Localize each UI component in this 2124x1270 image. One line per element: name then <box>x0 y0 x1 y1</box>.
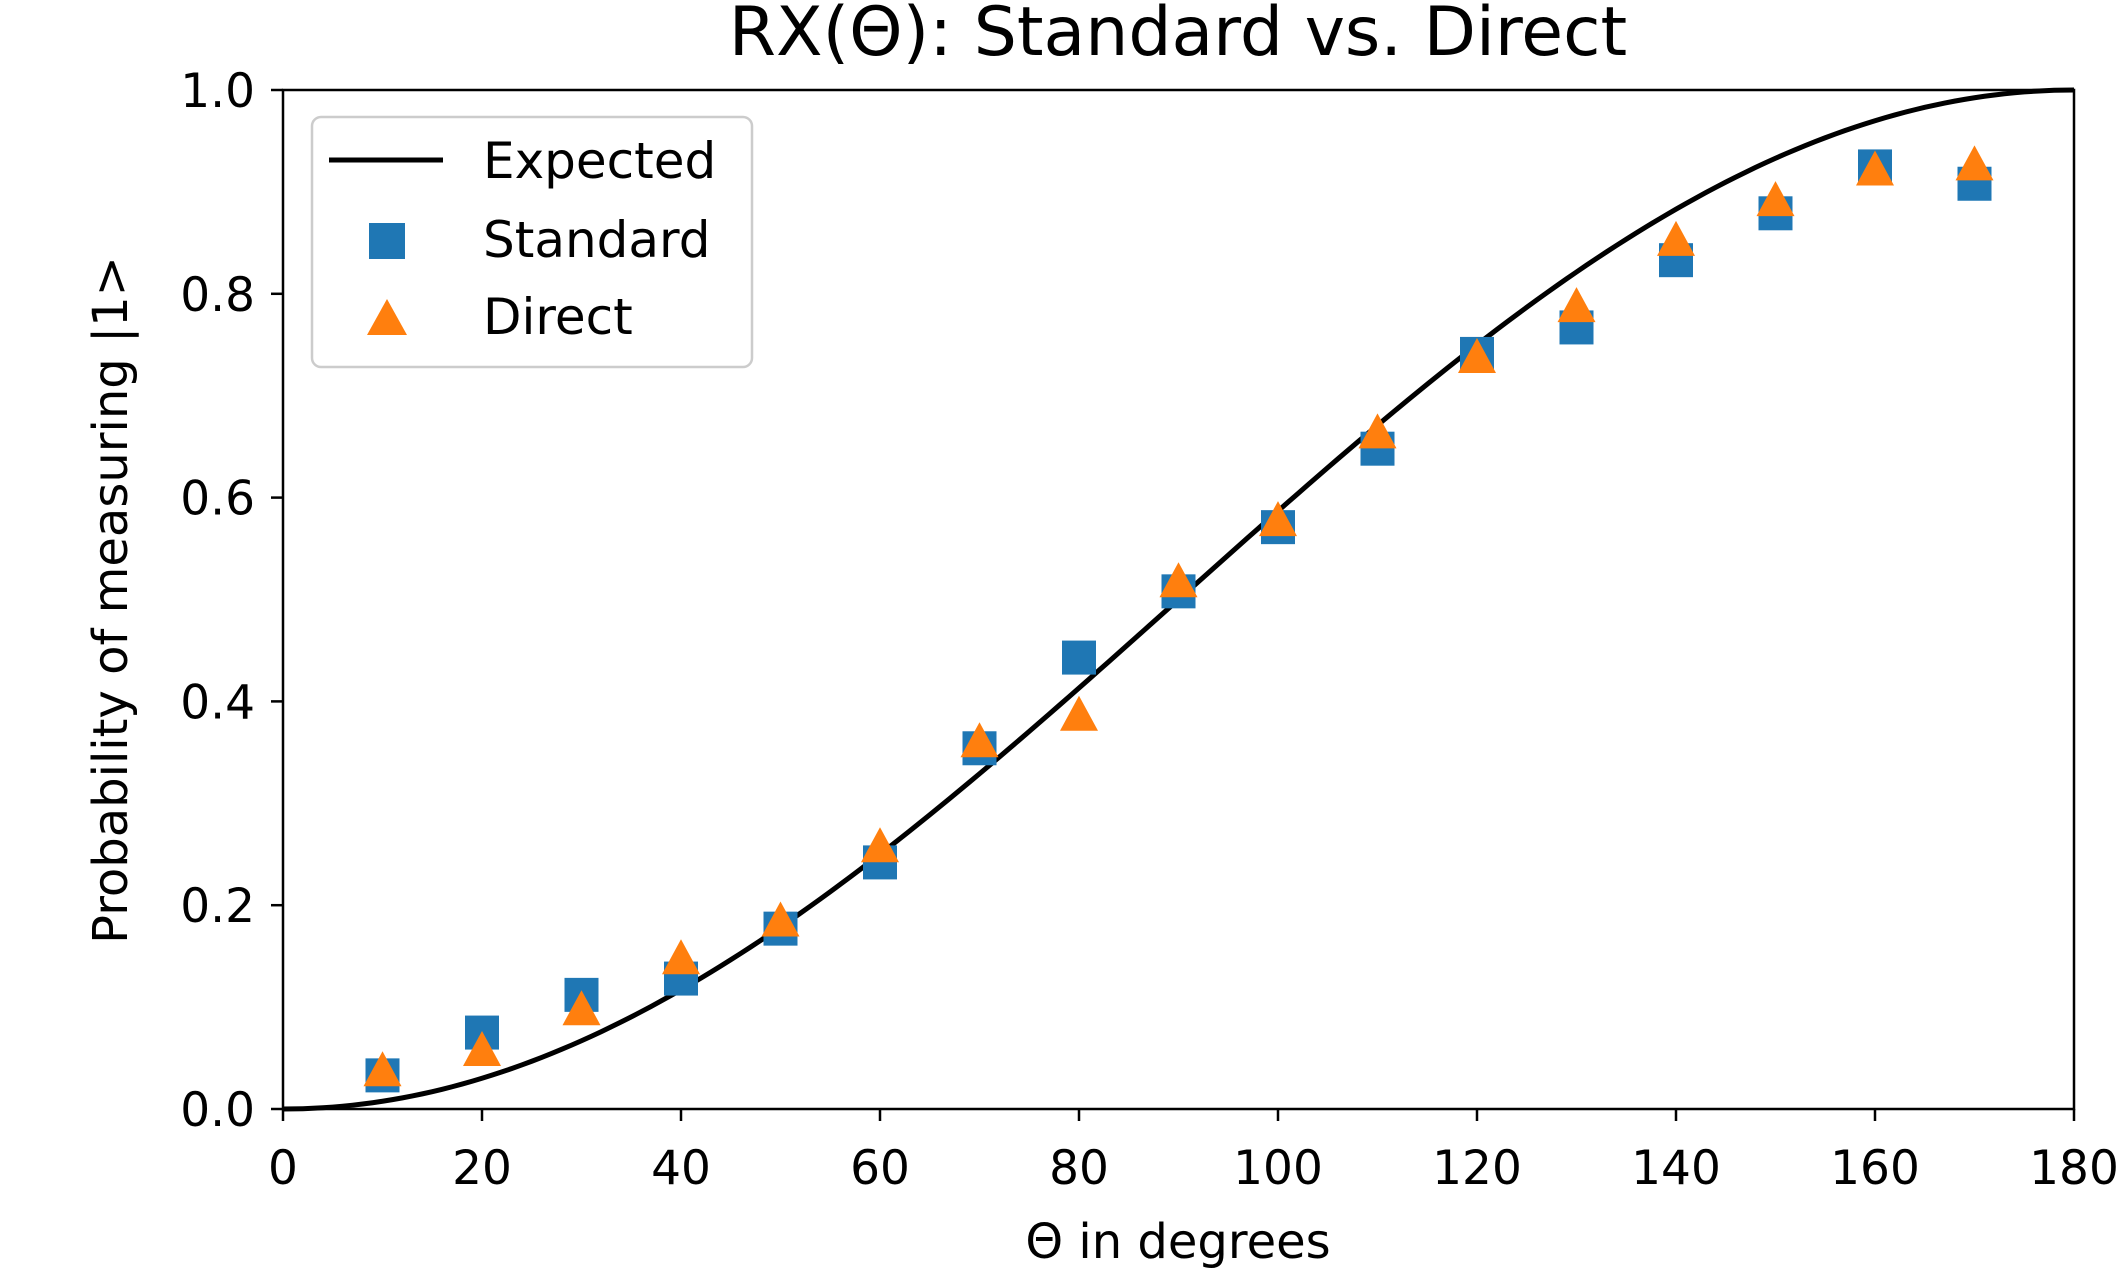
legend-expected-label: Expected <box>483 132 716 190</box>
direct-point <box>1955 145 1994 181</box>
legend-standard-label: Standard <box>483 211 710 269</box>
direct-point <box>1259 501 1297 537</box>
y-tick-label: 0.2 <box>180 879 255 934</box>
legend-direct-marker <box>367 299 407 335</box>
x-tick-label: 160 <box>1830 1141 1920 1196</box>
direct-point <box>662 939 700 975</box>
direct-point <box>1358 413 1397 449</box>
x-tick-label: 120 <box>1432 1141 1522 1196</box>
direct-point <box>761 901 800 937</box>
direct-point <box>463 1031 501 1066</box>
x-tick-label: 140 <box>1631 1141 1721 1196</box>
direct-point <box>1657 220 1695 256</box>
x-tick-label: 60 <box>850 1141 910 1196</box>
y-axis-ticks: 0.0 0.2 0.4 0.6 0.8 1.0 <box>180 64 283 1138</box>
legend-box <box>310 115 754 369</box>
legend: Expected Standard Direct <box>310 115 754 369</box>
y-tick-label: 1.0 <box>180 64 255 119</box>
x-tick-label: 0 <box>268 1141 298 1196</box>
legend-standard-marker <box>369 223 405 259</box>
direct-point <box>1159 562 1198 598</box>
direct-point <box>960 722 999 758</box>
y-tick-label: 0.6 <box>180 472 255 527</box>
x-tick-label: 180 <box>2029 1141 2119 1196</box>
direct-point <box>1458 338 1496 373</box>
y-tick-label: 0.8 <box>180 268 255 323</box>
x-tick-label: 80 <box>1049 1141 1109 1196</box>
direct-point <box>1756 181 1795 217</box>
plot-frame <box>281 88 2076 1111</box>
direct-point <box>1856 150 1894 186</box>
direct-point <box>363 1051 402 1087</box>
standard-point <box>1062 640 1096 675</box>
x-tick-label: 20 <box>452 1141 512 1196</box>
y-axis-label: Probability of measuring |1> <box>83 256 139 944</box>
direct-point <box>861 827 899 863</box>
plot-content <box>282 87 2075 1112</box>
y-tick-label: 0.4 <box>180 675 255 730</box>
chart-title: RX(Θ): Standard vs. Direct <box>729 0 1627 72</box>
x-axis-label: Θ in degrees <box>1025 1214 1330 1270</box>
direct-point <box>562 990 601 1026</box>
legend-direct-label: Direct <box>483 288 633 346</box>
y-tick-label: 0.0 <box>180 1083 255 1138</box>
direct-point <box>1060 695 1098 731</box>
x-axis-ticks: 0 20 40 60 80 100 120 140 160 180 <box>268 1109 2119 1196</box>
x-tick-label: 100 <box>1233 1141 1323 1196</box>
direct-point <box>1557 287 1596 323</box>
x-tick-label: 40 <box>651 1141 711 1196</box>
